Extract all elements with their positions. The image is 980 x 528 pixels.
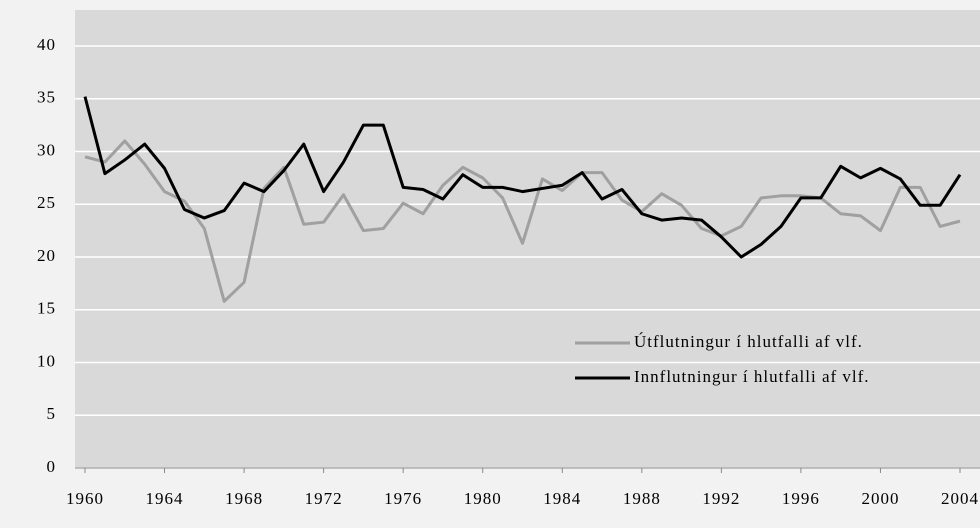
y-tick-label: 40: [37, 35, 56, 54]
x-tick-label: 1972: [305, 489, 343, 508]
series-line: [83, 96, 962, 259]
x-tick-label: 1976: [384, 489, 422, 508]
y-tick-label: 10: [37, 351, 56, 370]
y-tick-label: 0: [47, 457, 57, 476]
x-tick-label: 1996: [782, 489, 820, 508]
y-tick-label: 35: [37, 88, 56, 107]
x-tick-label: 1964: [146, 489, 184, 508]
y-tick-label: 25: [37, 193, 56, 212]
x-tick-label: 1984: [543, 489, 581, 508]
x-tick-label: 2004: [941, 489, 979, 508]
y-tick-label: 15: [37, 299, 56, 318]
x-tick-label: 1992: [702, 489, 740, 508]
legend-label: Útflutningur í hlutfalli af vlf.: [634, 332, 863, 351]
y-tick-label: 5: [47, 404, 57, 423]
plot-area: [75, 10, 980, 468]
legend-label: Innflutningur í hlutfalli af vlf.: [634, 367, 870, 386]
y-tick-label: 20: [37, 246, 56, 265]
x-tick-label: 2000: [861, 489, 899, 508]
x-tick-label: 1968: [225, 489, 263, 508]
y-tick-label: 30: [37, 140, 56, 159]
x-tick-label: 1960: [66, 489, 104, 508]
x-tick-label: 1980: [464, 489, 502, 508]
x-tick-label: 1988: [623, 489, 661, 508]
